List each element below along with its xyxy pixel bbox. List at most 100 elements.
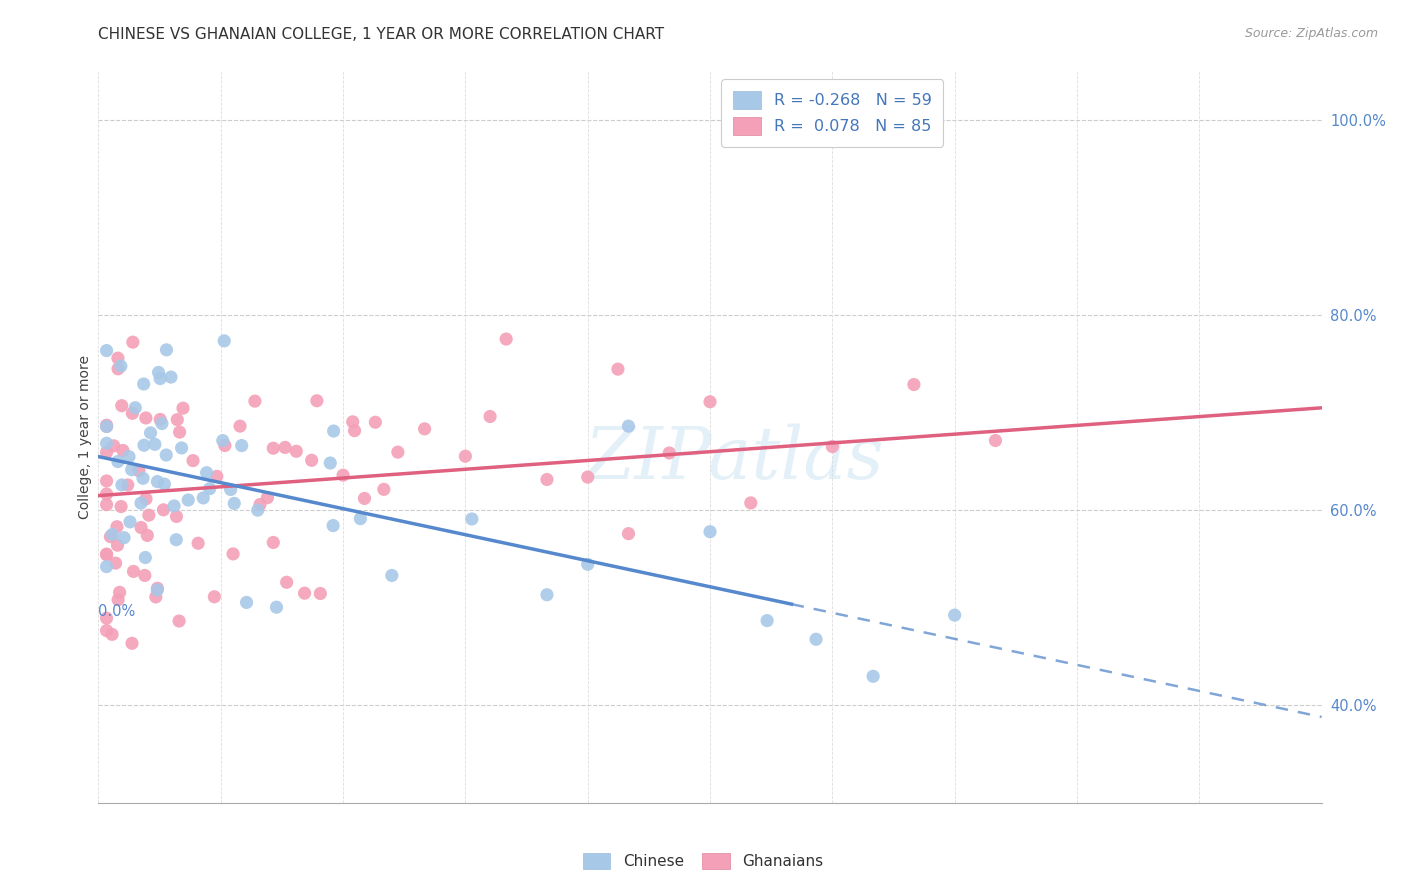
- Point: [658, 446, 681, 460]
- Point: [169, 425, 191, 439]
- Point: [107, 361, 129, 376]
- Point: [134, 550, 156, 565]
- Point: [903, 377, 925, 392]
- Point: [96, 445, 118, 459]
- Point: [129, 496, 152, 510]
- Point: [353, 491, 375, 506]
- Point: [699, 524, 721, 539]
- Point: [301, 453, 323, 467]
- Text: ZIPatlas: ZIPatlas: [585, 424, 884, 494]
- Point: [110, 359, 132, 373]
- Point: [96, 548, 118, 562]
- Point: [332, 468, 354, 483]
- Point: [285, 444, 308, 458]
- Point: [322, 424, 344, 438]
- Point: [96, 611, 118, 625]
- Point: [305, 393, 328, 408]
- Point: [153, 477, 176, 491]
- Point: [132, 377, 155, 392]
- Point: [266, 600, 288, 615]
- Point: [193, 491, 215, 505]
- Point: [96, 547, 118, 561]
- Point: [294, 586, 316, 600]
- Point: [309, 586, 332, 600]
- Point: [342, 415, 364, 429]
- Point: [166, 509, 188, 524]
- Point: [214, 438, 236, 452]
- Legend: Chinese, Ghanaians: Chinese, Ghanaians: [576, 847, 830, 875]
- Point: [943, 608, 966, 623]
- Point: [96, 624, 118, 638]
- Text: CHINESE VS GHANAIAN COLLEGE, 1 YEAR OR MORE CORRELATION CHART: CHINESE VS GHANAIAN COLLEGE, 1 YEAR OR M…: [98, 27, 665, 42]
- Point: [454, 449, 477, 463]
- Point: [177, 493, 200, 508]
- Point: [96, 474, 118, 488]
- Point: [143, 437, 166, 451]
- Point: [322, 518, 344, 533]
- Point: [984, 434, 1007, 448]
- Point: [804, 632, 827, 647]
- Point: [821, 440, 844, 454]
- Point: [132, 438, 155, 452]
- Point: [756, 614, 779, 628]
- Point: [576, 558, 599, 572]
- Y-axis label: College, 1 year or more: College, 1 year or more: [77, 355, 91, 519]
- Point: [108, 585, 131, 599]
- Point: [118, 515, 141, 529]
- Point: [195, 466, 218, 480]
- Point: [479, 409, 502, 424]
- Point: [381, 568, 404, 582]
- Point: [111, 478, 134, 492]
- Point: [202, 590, 225, 604]
- Point: [96, 343, 118, 358]
- Point: [243, 394, 266, 409]
- Point: [96, 559, 118, 574]
- Point: [495, 332, 517, 346]
- Point: [166, 412, 188, 426]
- Point: [134, 568, 156, 582]
- Point: [262, 535, 284, 549]
- Point: [107, 454, 129, 468]
- Point: [209, 810, 232, 824]
- Point: [740, 496, 762, 510]
- Point: [205, 469, 228, 483]
- Point: [536, 473, 558, 487]
- Legend: R = -0.268   N = 59, R =  0.078   N = 85: R = -0.268 N = 59, R = 0.078 N = 85: [721, 79, 943, 146]
- Point: [96, 436, 118, 450]
- Point: [96, 418, 118, 433]
- Text: 0.0%: 0.0%: [98, 604, 135, 619]
- Point: [165, 533, 187, 547]
- Point: [105, 519, 128, 533]
- Point: [536, 588, 558, 602]
- Point: [219, 483, 242, 497]
- Point: [111, 399, 134, 413]
- Point: [172, 401, 194, 416]
- Point: [107, 592, 129, 607]
- Point: [262, 441, 284, 455]
- Point: [121, 636, 143, 650]
- Point: [181, 453, 204, 467]
- Point: [461, 512, 484, 526]
- Point: [343, 424, 366, 438]
- Point: [121, 406, 143, 420]
- Point: [249, 498, 271, 512]
- Point: [160, 370, 183, 384]
- Point: [122, 565, 145, 579]
- Point: [149, 371, 172, 385]
- Point: [256, 491, 278, 505]
- Point: [148, 366, 170, 380]
- Point: [124, 401, 146, 415]
- Point: [149, 412, 172, 426]
- Point: [862, 669, 884, 683]
- Point: [349, 511, 371, 525]
- Point: [146, 582, 169, 597]
- Point: [135, 491, 157, 506]
- Point: [212, 334, 235, 348]
- Point: [138, 508, 160, 523]
- Point: [198, 482, 221, 496]
- Point: [112, 531, 135, 545]
- Point: [319, 456, 342, 470]
- Point: [136, 528, 159, 542]
- Point: [111, 443, 134, 458]
- Point: [146, 581, 169, 595]
